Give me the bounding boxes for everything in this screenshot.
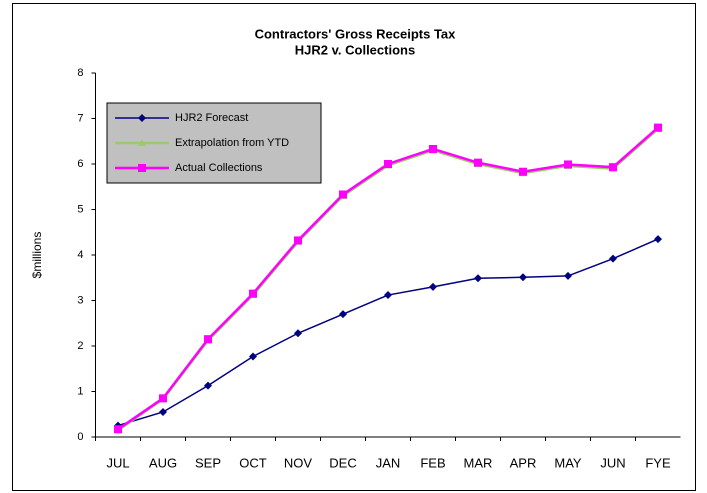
marker [138,164,146,172]
marker [564,160,572,169]
marker [159,394,167,403]
marker [249,289,257,298]
x-tick-label: JUN [600,455,625,470]
chart-subtitle: HJR2 v. Collections [295,42,415,57]
x-tick-label: FYE [645,455,671,470]
y-tick-label: 6 [77,158,83,170]
x-tick-label: MAR [464,455,493,470]
marker [609,254,617,263]
marker [114,425,122,434]
y-tick-label: 2 [77,340,83,352]
y-axis-label: $millions [30,232,44,279]
x-tick-label: JUL [106,455,129,470]
marker [519,167,527,176]
x-tick-label: OCT [239,455,267,470]
legend-label: Extrapolation from YTD [175,137,289,149]
marker [138,139,146,146]
y-tick-label: 0 [77,431,83,443]
y-tick-label: 5 [77,203,83,215]
x-tick-label: SEP [195,455,221,470]
marker [249,352,257,361]
marker [204,335,212,344]
legend-label: Actual Collections [175,162,263,174]
marker [294,329,302,338]
x-tick-label: NOV [284,455,313,470]
marker [609,163,617,172]
y-tick-label: 8 [77,67,83,79]
x-tick-label: DEC [329,455,356,470]
marker [474,274,482,283]
marker [204,381,212,390]
marker [474,158,482,167]
marker [564,271,572,280]
chart-title: Contractors' Gross Receipts Tax [255,26,457,41]
y-tick-label: 3 [77,294,83,306]
marker [339,310,347,319]
marker [384,160,392,168]
x-tick-label: APR [510,455,537,470]
x-tick-label: FEB [420,455,445,470]
x-tick-label: MAY [554,455,582,470]
marker [429,282,437,291]
y-tick-label: 7 [77,112,83,124]
marker [159,407,167,416]
marker [339,190,347,199]
y-tick-label: 1 [77,385,83,397]
marker [429,144,437,153]
x-tick-label: JAN [376,455,401,470]
marker [519,273,527,282]
y-tick-label: 4 [77,249,83,261]
marker [138,114,146,122]
x-tick-label: AUG [149,455,177,470]
marker [384,291,392,300]
legend-label: HJR2 Forecast [175,112,248,124]
marker [294,236,302,245]
marker [654,235,662,244]
marker [654,123,662,132]
